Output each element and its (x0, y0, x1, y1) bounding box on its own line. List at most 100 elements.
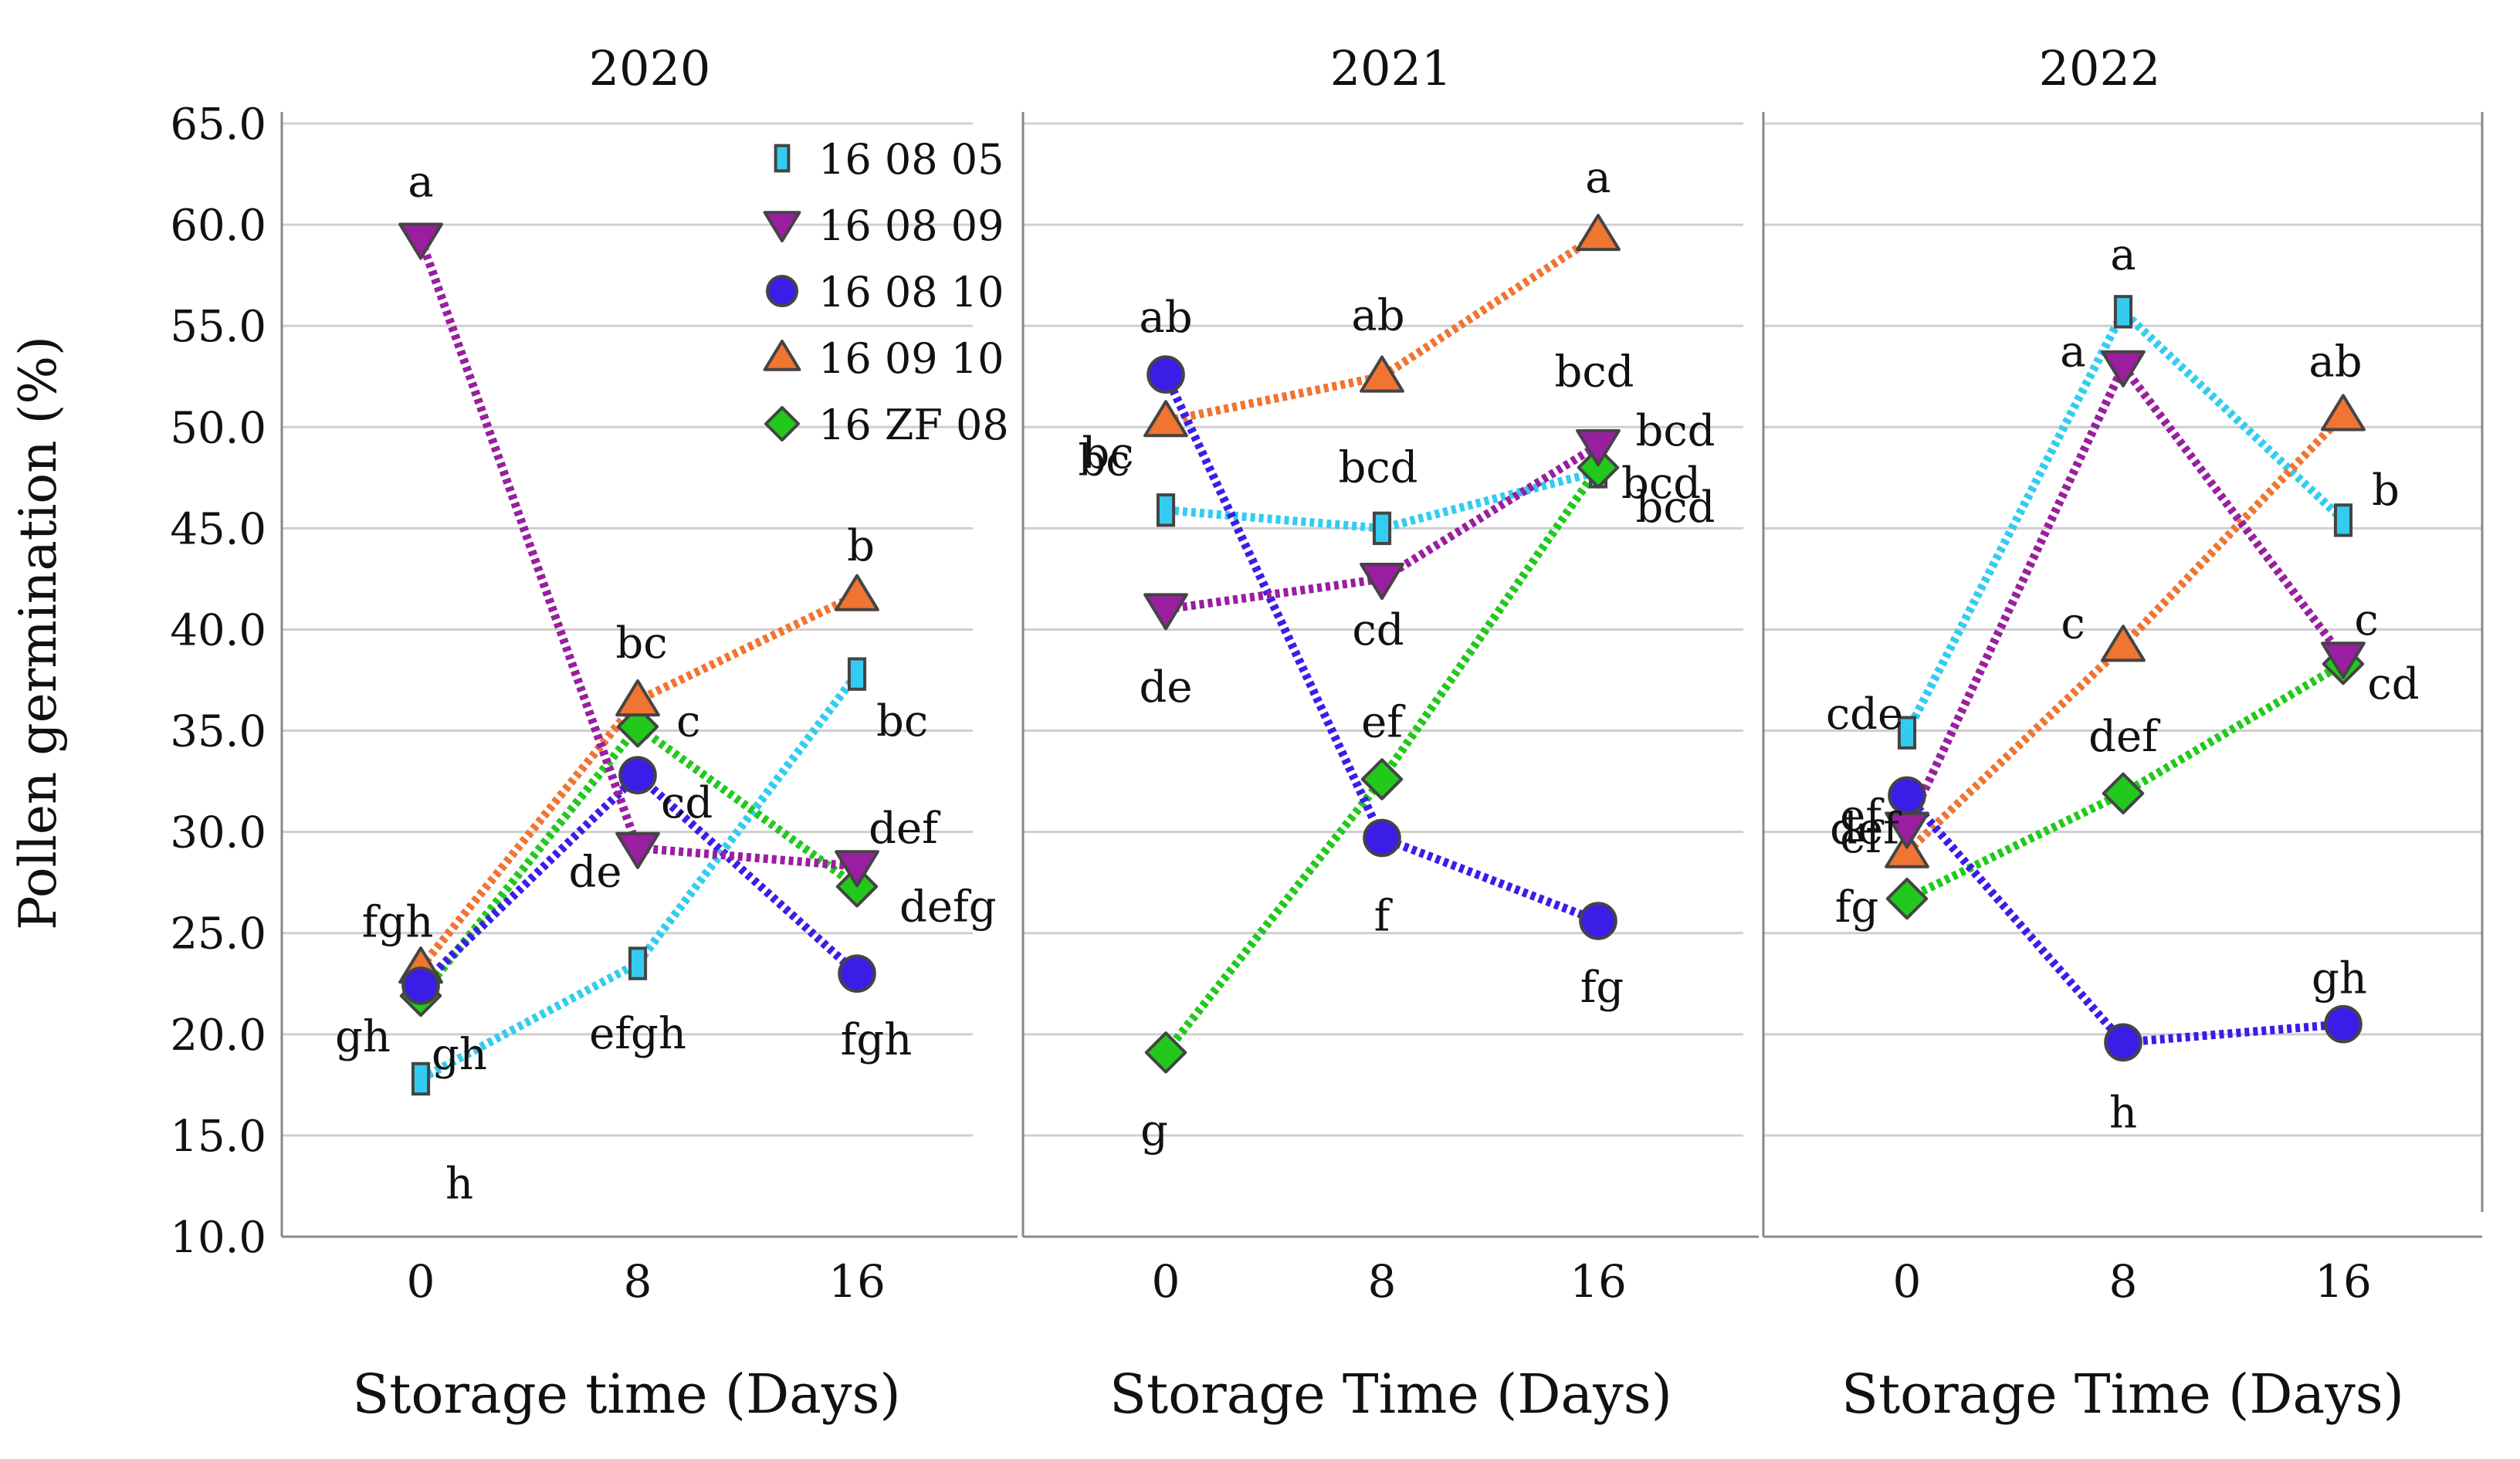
y-axis-label: Pollen germination (%) (8, 336, 68, 930)
y-tick-label: 45.0 (170, 504, 266, 554)
data-point (1576, 214, 1621, 252)
significance-letter: fg (1835, 882, 1879, 933)
data-point (1144, 1031, 1187, 1074)
significance-letter: fg (1580, 963, 1624, 1013)
data-point (1885, 811, 1929, 849)
legend-item: 16 08 09 (763, 201, 1004, 250)
legend-item: 16 ZF 08 (764, 401, 1009, 449)
x-axis-label: Storage Time (Days) (1841, 1363, 2404, 1426)
data-point (2321, 394, 2366, 432)
significance-letter: cd (661, 778, 713, 828)
significance-letter: a (2060, 327, 2085, 377)
down-triangle-icon (763, 211, 801, 242)
y-tick-label: 25.0 (170, 909, 266, 960)
significance-letter: def (869, 804, 941, 854)
data-point (615, 831, 660, 869)
significance-letter: gh (432, 1030, 487, 1080)
significance-letter: cd (2367, 659, 2419, 709)
legend-label: 16 09 10 (818, 334, 1004, 383)
significance-letter: ef (1840, 813, 1885, 863)
legend-label: 16 08 05 (818, 135, 1004, 184)
significance-letter: bc (1078, 435, 1130, 486)
legend-label: 16 ZF 08 (818, 401, 1009, 449)
x-tick-label: 16 (2315, 1255, 2372, 1308)
data-point (628, 946, 648, 980)
y-tick-label: 50.0 (170, 403, 266, 453)
circle-icon (766, 275, 798, 307)
series-line-16-08-05 (1903, 304, 2346, 735)
data-point (1360, 563, 1404, 601)
y-tick-label: 40.0 (170, 605, 266, 655)
y-tick-label: 10.0 (170, 1213, 266, 1263)
letter-labels: h efgh bc a de def gh cd fgh fgh bc b gh c defg (335, 157, 997, 1209)
significance-letter: bcd (1635, 406, 1715, 456)
data-point (2321, 641, 2366, 679)
panel-title: 2022 (2039, 40, 2161, 96)
y-tick-label: 15.0 (170, 1112, 266, 1162)
significance-letter: a (2110, 230, 2136, 280)
significance-letter: bc (876, 696, 928, 746)
data-point (401, 966, 440, 1005)
series-line-16-ZF-08 (417, 720, 860, 999)
square-icon (774, 144, 791, 173)
legend-label: 16 08 09 (818, 201, 1004, 250)
significance-letter: b (847, 521, 875, 571)
significance-letter: g (1140, 1105, 1168, 1156)
data-point (2102, 772, 2145, 815)
significance-letter: defg (899, 882, 997, 932)
significance-letter: a (1585, 153, 1611, 203)
significance-letter: b (2372, 465, 2400, 516)
significance-letter: c (2354, 595, 2378, 645)
significance-letter: ef (1840, 790, 1885, 841)
data-point (1576, 428, 1621, 467)
significance-letter: c (676, 696, 700, 746)
data-point (398, 222, 443, 260)
significance-letter: c (2061, 598, 2085, 648)
data-point (835, 850, 879, 888)
data-point (1579, 902, 1617, 940)
legend-label: 16 08 10 (818, 268, 1004, 317)
y-tick-label: 60.0 (170, 201, 266, 251)
x-tick-label: 16 (828, 1255, 886, 1308)
significance-letter: bc (615, 618, 667, 669)
x-axis-label: Storage Time (Days) (1109, 1363, 1672, 1426)
data-point (1156, 493, 1176, 527)
data-point (615, 679, 660, 717)
series-markers (1143, 214, 1621, 1074)
significance-letter: a (408, 157, 433, 207)
data-point (2113, 295, 2133, 329)
panel-2020: 10.0 15.0 20.0 25.0 30.0 35.0 40.0 45.0 50.0 55.0… (170, 40, 1018, 1426)
significance-letter: ef (1361, 697, 1406, 747)
significance-letter: fgh (841, 1015, 913, 1065)
legend-item: 16 09 10 (763, 334, 1004, 383)
data-point (1363, 818, 1401, 858)
significance-letter: gh (2312, 954, 2367, 1004)
significance-letter: bcd (1635, 482, 1715, 533)
significance-letter: de (569, 848, 622, 898)
significance-letter: cde (1826, 689, 1903, 740)
data-point (838, 954, 876, 993)
legend: 16 08 05 16 08 09 16 08 10 16 09 10 16 ZF 08 (763, 135, 1009, 449)
data-point (847, 657, 867, 691)
x-tick-label: 0 (1893, 1255, 1922, 1308)
data-point (411, 1061, 431, 1096)
significance-letter: cd (1352, 605, 1404, 655)
x-tick-label: 0 (1152, 1255, 1180, 1308)
significance-letter: bc (1082, 428, 1133, 479)
data-point (1885, 831, 1929, 868)
data-point (1360, 758, 1404, 801)
data-point (1147, 355, 1185, 394)
significance-letter: de (1140, 662, 1193, 713)
legend-item: 16 08 05 (774, 135, 1004, 184)
y-tick-label: 35.0 (170, 707, 266, 757)
legend-item: 16 08 10 (766, 268, 1004, 317)
data-point (835, 574, 879, 611)
data-point (1360, 355, 1404, 393)
data-point (2101, 350, 2146, 388)
data-point (1143, 593, 1188, 631)
x-axis-label: Storage time (Days) (352, 1363, 900, 1426)
y-tick-label: 30.0 (170, 808, 266, 858)
